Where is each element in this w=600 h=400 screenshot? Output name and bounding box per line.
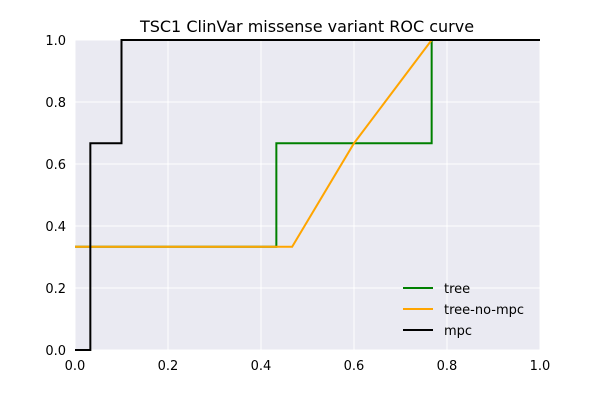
x-tick-label-1: 0.2 [158, 359, 179, 374]
series-layer [75, 39, 540, 351]
plot-area [75, 40, 540, 350]
y-tick-label-2: 0.4 [45, 220, 66, 235]
legend-label-tree: tree [444, 282, 470, 297]
y-tick-label-4: 0.8 [45, 96, 66, 111]
x-tick-label-4: 0.8 [437, 359, 458, 374]
x-tick-label-5: 1.0 [530, 359, 551, 374]
grid-lines [74, 39, 541, 351]
x-tick-label-3: 0.6 [344, 359, 365, 374]
legend-label-mpc: mpc [444, 324, 472, 339]
y-tick-label-5: 1.0 [45, 34, 66, 49]
y-tick-label-1: 0.2 [45, 282, 66, 297]
series-line-mpc [75, 39, 540, 351]
tick-labels: 0.0 0.2 0.4 0.6 0.8 1.0 0.0 0.2 0.4 0.6 0.8 1.0 [45, 34, 550, 374]
chart-title: TSC1 ClinVar missense variant ROC curve [139, 17, 474, 36]
legend-label-tree-no-mpc: tree-no-mpc [444, 303, 524, 318]
y-tick-label-0: 0.0 [45, 344, 66, 359]
legend: tree tree-no-mpc mpc [403, 282, 524, 339]
x-tick-label-2: 0.4 [251, 359, 272, 374]
x-tick-label-0: 0.0 [65, 359, 86, 374]
y-tick-label-3: 0.6 [45, 158, 66, 173]
